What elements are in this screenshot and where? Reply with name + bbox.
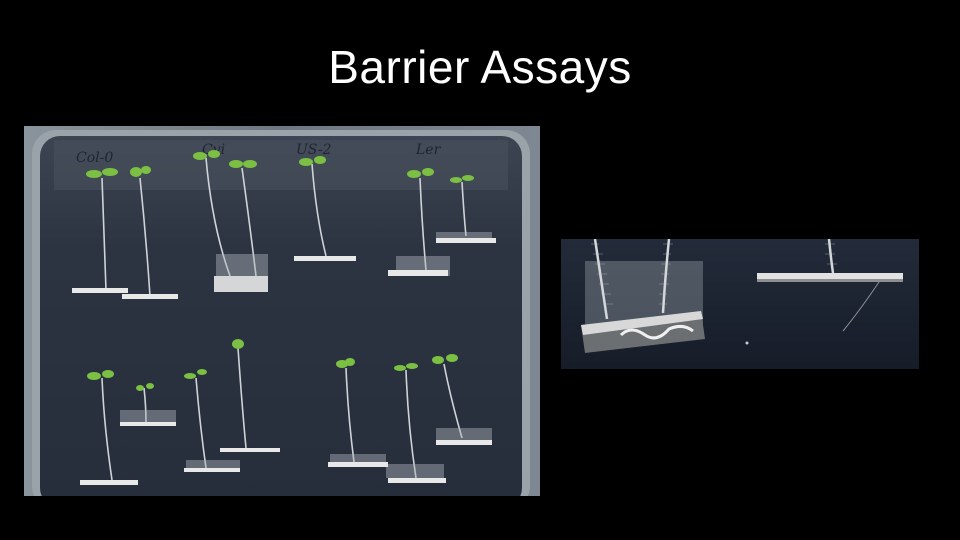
closeup-barriers bbox=[581, 273, 903, 353]
plate-label-col0: Col-0 bbox=[76, 150, 113, 166]
plate-photo: Col-0 Cvi US-2 Ler bbox=[24, 126, 540, 496]
closeup-roots bbox=[593, 239, 882, 332]
slide-title: Barrier Assays bbox=[328, 41, 632, 93]
closeup-photo bbox=[561, 239, 919, 369]
seedling-leaves bbox=[86, 150, 474, 391]
plate-label-us2: US-2 bbox=[296, 142, 332, 158]
seedlings-top-row bbox=[101, 157, 467, 297]
seedlings-bottom-row bbox=[101, 347, 463, 481]
plate-label-ler: Ler bbox=[415, 142, 442, 158]
barrier-strips bbox=[72, 238, 496, 485]
